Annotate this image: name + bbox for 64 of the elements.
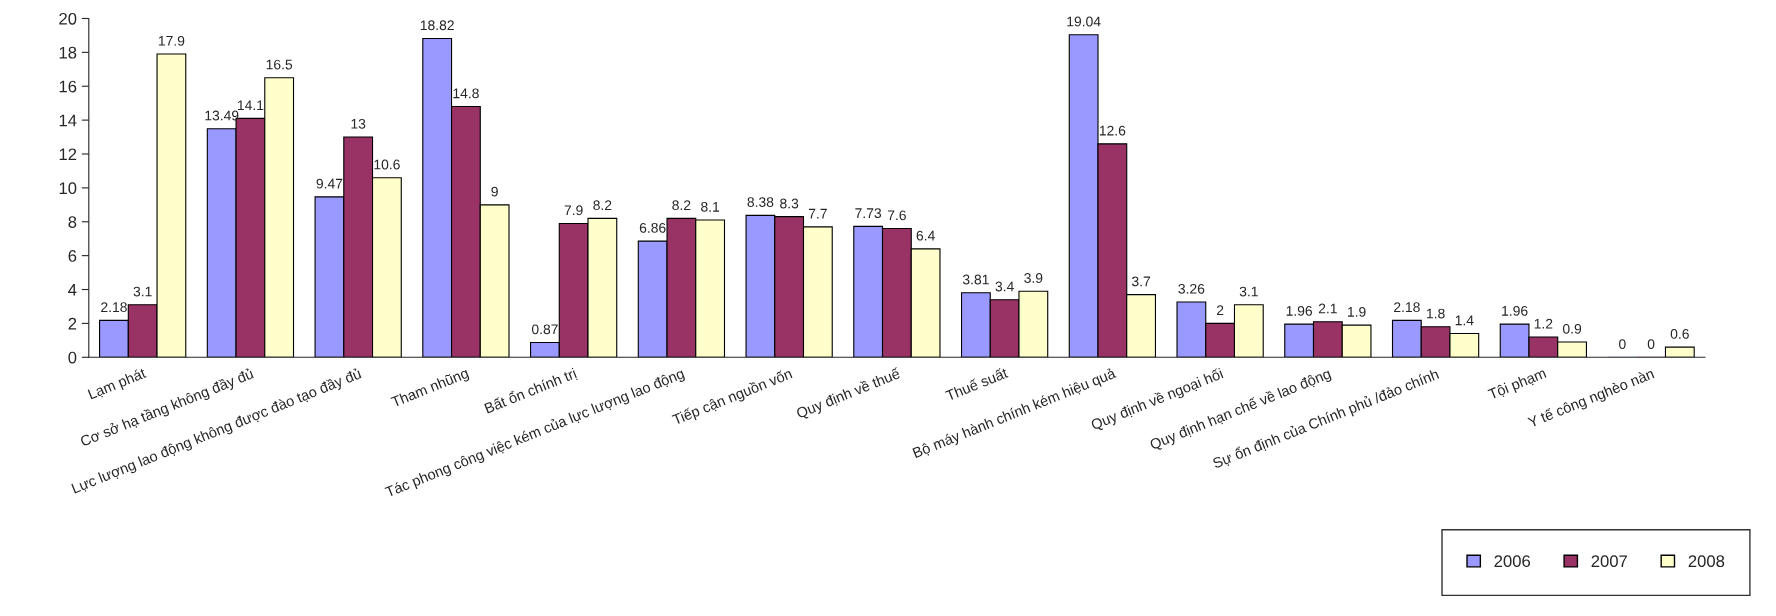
data-label: 8.3 — [780, 198, 799, 209]
y-tick-label: 8 — [68, 216, 77, 228]
data-label: 14.1 — [237, 100, 264, 110]
legend-label: 2008 — [1688, 555, 1725, 568]
y-tick-label: 16 — [59, 80, 77, 93]
x-tick-label: Thuế suất — [944, 366, 1009, 402]
data-label: 1.2 — [1534, 318, 1553, 329]
data-label: 0 — [1647, 339, 1655, 349]
data-label: 2 — [1216, 305, 1224, 315]
data-label: 19.04 — [1067, 16, 1101, 27]
data-label: 2.18 — [101, 302, 127, 313]
y-tick-label: 4 — [68, 284, 77, 296]
data-label: 2.1 — [1318, 303, 1337, 314]
data-label: 3.4 — [995, 281, 1014, 292]
data-label: 3.1 — [1239, 286, 1258, 297]
data-label: 0.6 — [1670, 328, 1689, 339]
data-label: 3.81 — [962, 274, 989, 285]
data-label: 12.6 — [1099, 125, 1126, 136]
x-tick-label: Lạm phát — [87, 367, 148, 403]
y-tick-label: 0 — [68, 351, 77, 364]
data-label: 13 — [351, 118, 366, 129]
data-label: 0.9 — [1562, 323, 1582, 334]
data-label: 1.96 — [1502, 305, 1528, 316]
y-tick-label: 10 — [59, 182, 77, 195]
data-label: 9 — [491, 186, 498, 197]
y-tick-label: 14 — [59, 114, 77, 127]
data-label: 1.8 — [1427, 308, 1445, 319]
data-label: 3.9 — [1024, 273, 1043, 283]
y-tick-label: 20 — [59, 12, 77, 25]
y-tick-label: 12 — [59, 148, 77, 161]
data-label: 3.26 — [1178, 283, 1205, 294]
data-label: 1.96 — [1286, 305, 1313, 316]
x-tick-label: Tham nhũng — [390, 367, 471, 411]
legend-label: 2007 — [1591, 555, 1627, 568]
data-label: 8.2 — [593, 200, 612, 211]
data-label: 10.6 — [374, 159, 400, 170]
data-label: 6.86 — [639, 222, 666, 233]
data-label: 7.73 — [855, 208, 882, 219]
x-tick-label: Tội phạm — [1487, 367, 1548, 403]
data-label: 3.7 — [1131, 276, 1151, 287]
data-label: 6.4 — [916, 230, 935, 241]
y-tick-label: 18 — [59, 46, 77, 59]
data-label: 13.49 — [205, 110, 239, 121]
data-label: 8.1 — [701, 201, 720, 212]
data-label: 14.8 — [453, 88, 479, 99]
data-label: 0 — [1619, 339, 1626, 349]
data-label: 18.82 — [420, 20, 454, 31]
data-label: 1.9 — [1347, 306, 1366, 317]
data-label: 8.2 — [672, 200, 691, 211]
y-tick-label: 6 — [68, 250, 77, 262]
y-tick-label: 2 — [68, 317, 77, 330]
data-label: 7.9 — [564, 205, 583, 216]
data-label: 7.7 — [808, 208, 827, 219]
data-label: 9.47 — [316, 178, 343, 189]
data-label: 7.6 — [887, 210, 906, 221]
data-label: 1.4 — [1455, 315, 1474, 326]
data-label: 8.38 — [747, 197, 774, 208]
data-label: 3.1 — [133, 286, 152, 297]
data-label: 16.5 — [266, 59, 293, 70]
data-label: 2.18 — [1394, 302, 1420, 313]
x-tick-label: Quy định về thuế — [795, 367, 903, 422]
data-label: 17.9 — [158, 35, 185, 46]
data-label: 0.87 — [531, 324, 558, 335]
legend-label: 2006 — [1494, 555, 1531, 568]
